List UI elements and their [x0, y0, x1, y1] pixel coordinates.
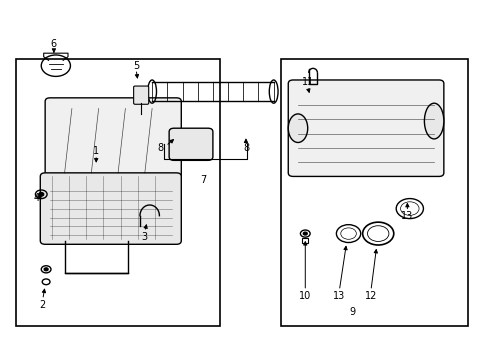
- Text: 8: 8: [243, 143, 248, 153]
- Text: 8: 8: [158, 143, 163, 153]
- FancyBboxPatch shape: [287, 80, 443, 176]
- Text: 5: 5: [133, 61, 139, 71]
- Text: 4: 4: [33, 193, 40, 203]
- Text: 3: 3: [142, 232, 147, 242]
- Text: 12: 12: [364, 291, 376, 301]
- FancyBboxPatch shape: [45, 98, 181, 184]
- Ellipse shape: [287, 114, 307, 143]
- Text: 6: 6: [51, 39, 57, 49]
- Circle shape: [44, 268, 48, 271]
- Text: 9: 9: [348, 307, 355, 317]
- Bar: [16, 59, 220, 327]
- Circle shape: [303, 232, 306, 235]
- FancyBboxPatch shape: [133, 86, 148, 104]
- Text: 13: 13: [332, 291, 345, 301]
- Text: 2: 2: [40, 300, 46, 310]
- Bar: [302, 238, 307, 243]
- Ellipse shape: [424, 103, 443, 139]
- Circle shape: [39, 193, 43, 196]
- Text: 11: 11: [301, 77, 313, 87]
- Bar: [281, 59, 467, 327]
- Text: 13: 13: [401, 211, 413, 221]
- Text: 7: 7: [200, 175, 206, 185]
- Text: 10: 10: [299, 291, 311, 301]
- FancyBboxPatch shape: [169, 128, 212, 160]
- FancyBboxPatch shape: [40, 173, 181, 244]
- Text: 1: 1: [93, 147, 99, 157]
